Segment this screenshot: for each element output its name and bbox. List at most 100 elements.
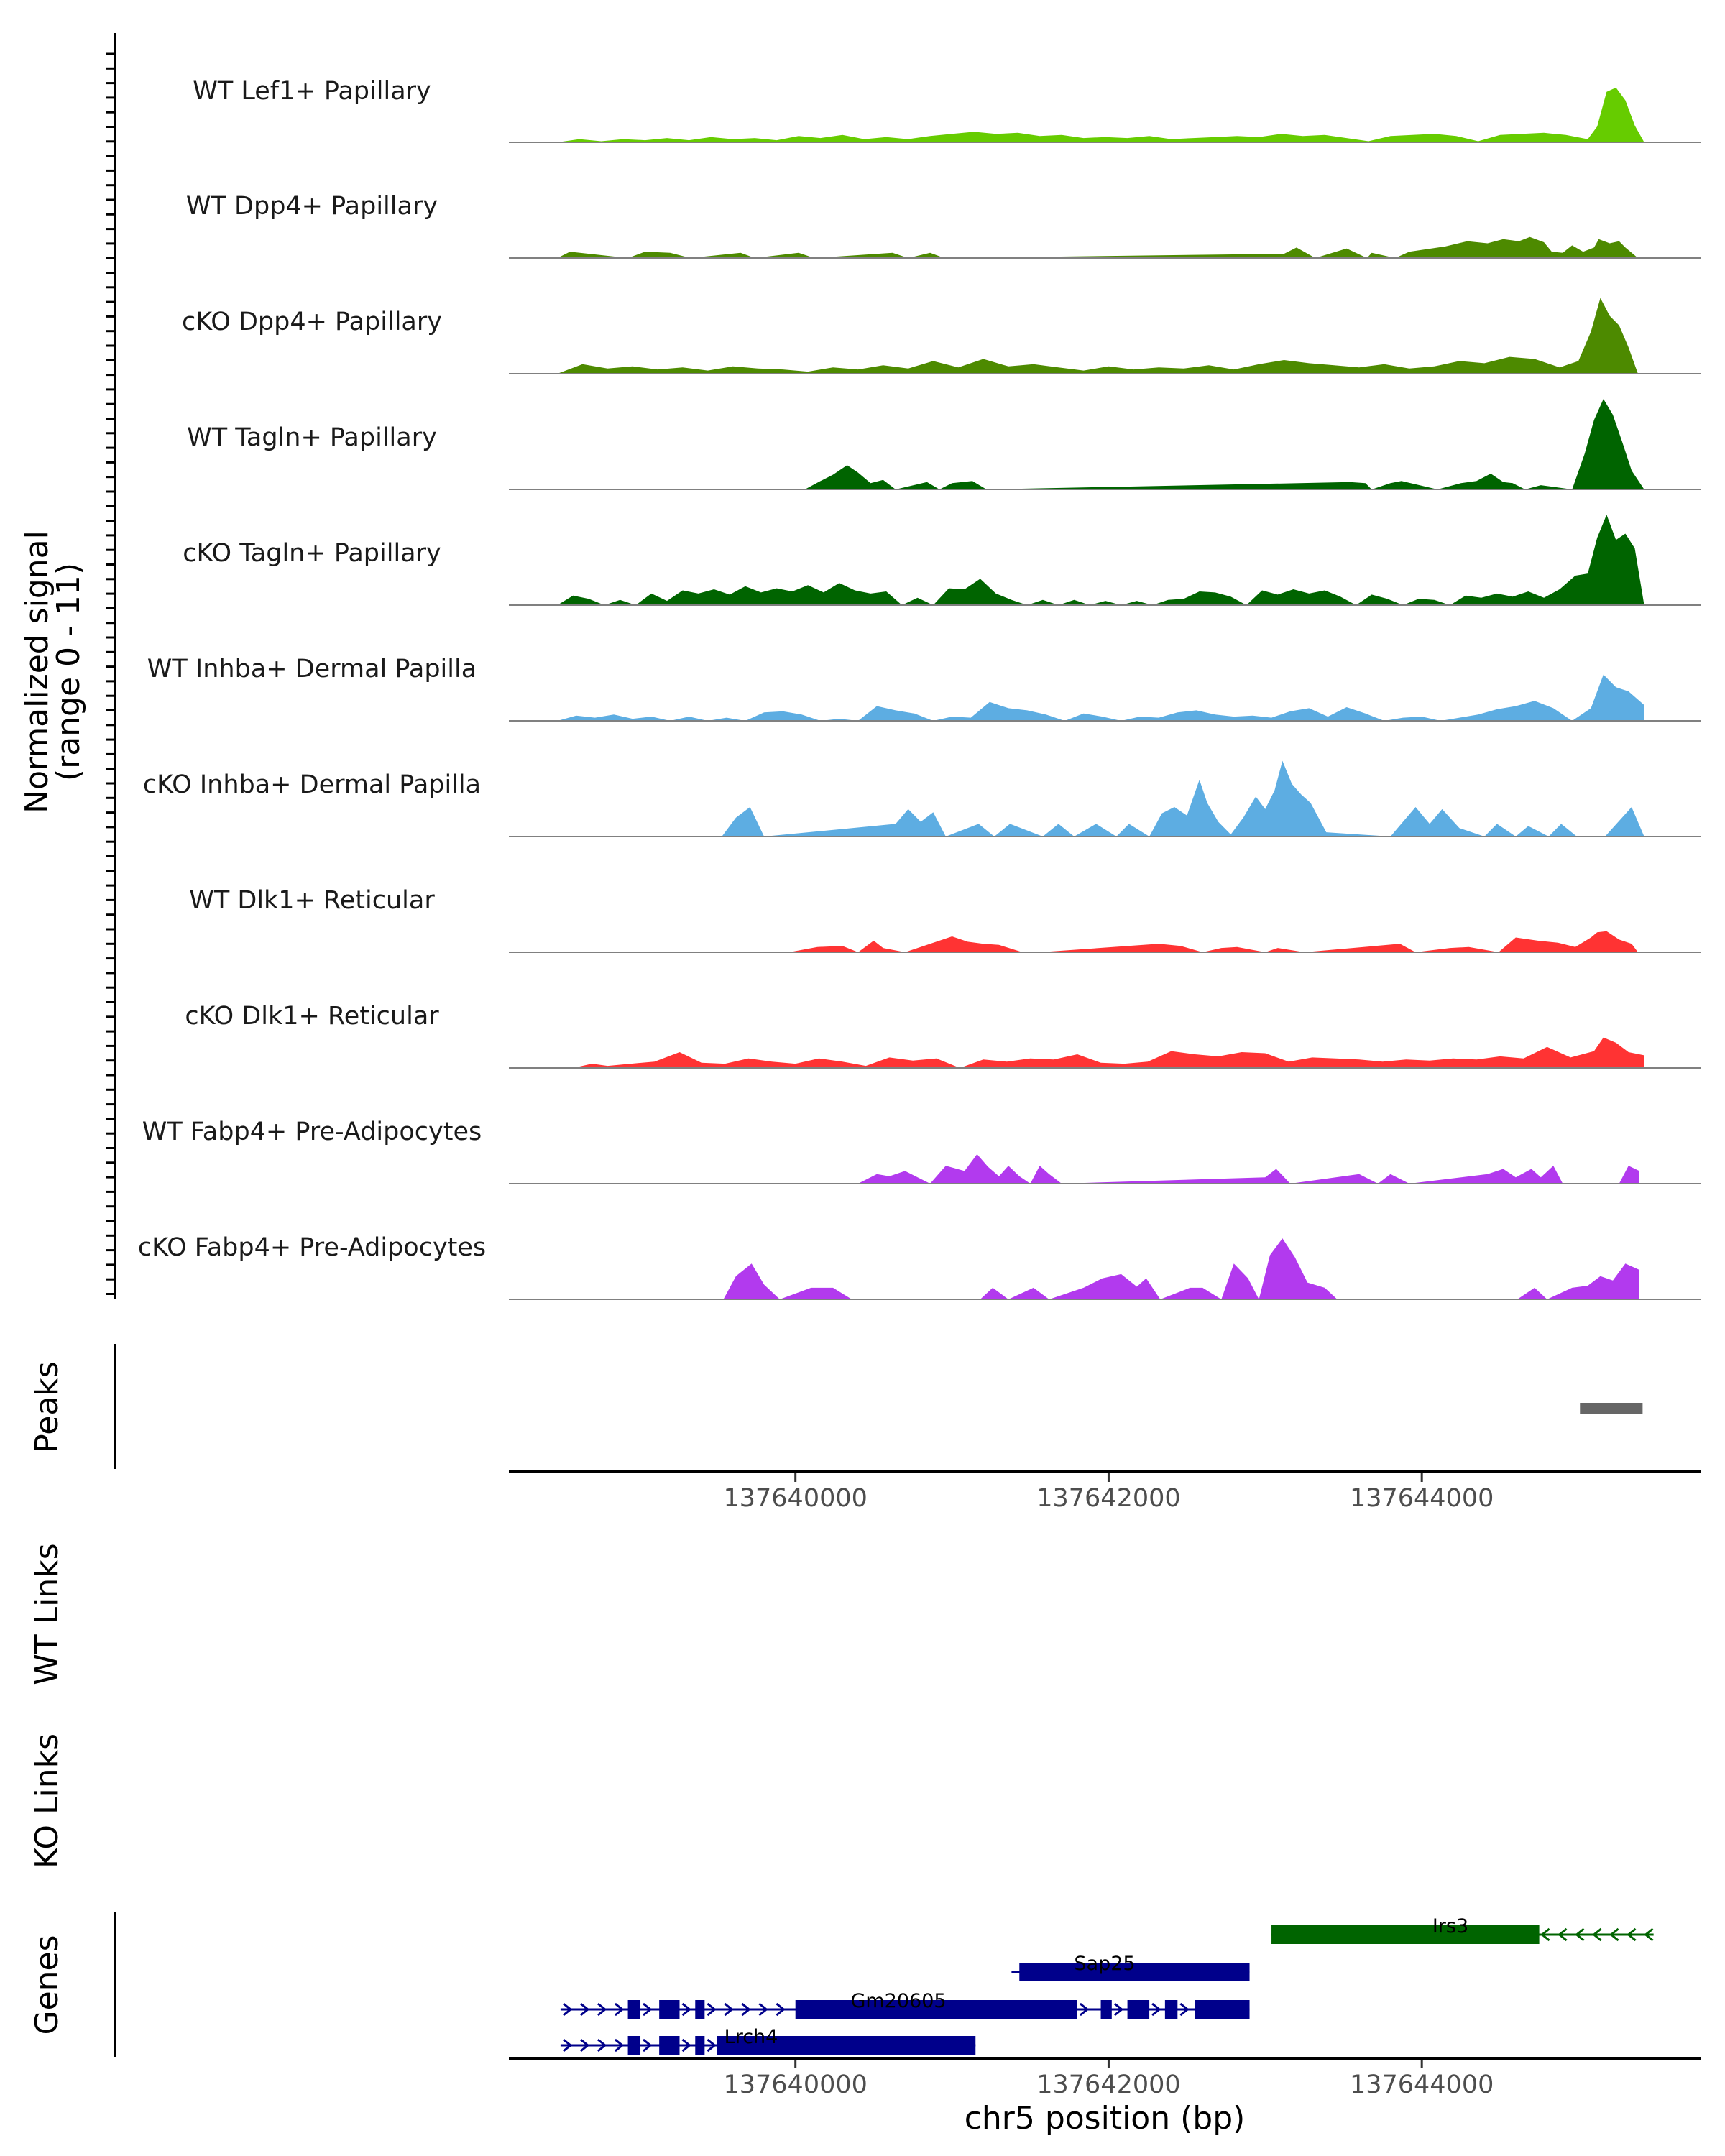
strand-chevron <box>643 2038 653 2053</box>
gene-name-label: Lrch4 <box>724 2026 778 2048</box>
strand-chevron <box>614 2002 625 2017</box>
track-0: WT Lef1+ Papillary <box>193 77 1701 143</box>
peak-region <box>1580 1403 1643 1414</box>
peaks-x-axis-ticks: 137640000 137642000 137644000 <box>723 1473 1494 1513</box>
strand-chevron <box>707 2038 717 2053</box>
strand-chevron <box>562 2002 573 2017</box>
coverage-y-title-line1: Normalized signal <box>19 530 55 814</box>
strand-chevron <box>1644 1927 1654 1942</box>
genes-x-axis-ticks: 137640000 137642000 137644000 <box>723 2060 1494 2099</box>
gene-name-label: Sap25 <box>1074 1953 1135 1975</box>
track-label: cKO Inhba+ Dermal Papilla <box>143 770 481 799</box>
track-4: cKO Tagln+ Papillary <box>183 515 1701 606</box>
x-tick-label: 137642000 <box>1036 2070 1180 2099</box>
strand-chevron <box>1627 1927 1637 1942</box>
x-tick-label: 137640000 <box>723 2070 867 2099</box>
strand-chevron <box>1558 1927 1568 1942</box>
gene-exon <box>1019 1963 1250 1981</box>
strand-chevron <box>1609 1927 1619 1942</box>
track-label: WT Fabp4+ Pre-Adipocytes <box>142 1118 482 1146</box>
strand-chevron <box>597 2002 607 2017</box>
strand-chevron <box>597 2038 607 2053</box>
track-area <box>557 298 1638 374</box>
track-area <box>557 236 1638 258</box>
strand-chevron <box>643 2002 653 2017</box>
gene-exon <box>1271 1925 1540 1944</box>
gene-exon <box>695 2000 705 2019</box>
track-5: WT Inhba+ Dermal Papilla <box>147 655 1701 722</box>
track-area <box>557 515 1644 605</box>
track-label: cKO Dlk1+ Reticular <box>185 1002 439 1031</box>
strand-chevron <box>681 2002 691 2017</box>
ko-links-y-title: KO Links <box>29 1733 65 1869</box>
gene-irs3: Irs3 <box>1271 1915 1654 1944</box>
x-tick-label: 137642000 <box>1036 1484 1180 1513</box>
track-label: WT Inhba+ Dermal Papilla <box>147 655 477 683</box>
strand-chevron <box>776 2002 786 2017</box>
track-3: WT Tagln+ Papillary <box>187 399 1701 490</box>
gene-name-label: Irs3 <box>1432 1915 1468 1938</box>
gene-name-label: Gm20605 <box>850 1990 946 2012</box>
track-area <box>804 399 1644 489</box>
x-tick-label: 137644000 <box>1350 2070 1494 2099</box>
gene-exon <box>627 2036 641 2055</box>
track-area <box>857 1154 1639 1184</box>
genes-y-title: Genes <box>29 1935 65 2035</box>
peaks-y-title: Peaks <box>29 1361 65 1452</box>
track-area <box>722 760 1644 837</box>
track-10: cKO Fabp4+ Pre-Adipocytes <box>138 1233 1701 1300</box>
gene-lrch4: Lrch4 <box>560 2026 976 2055</box>
strand-chevron <box>1540 1927 1550 1942</box>
wt-links-y-title: WT Links <box>29 1543 65 1685</box>
strand-chevron <box>1179 2002 1190 2017</box>
track-8: cKO Dlk1+ Reticular <box>185 1002 1701 1069</box>
strand-chevron <box>1113 2002 1124 2017</box>
track-6: cKO Inhba+ Dermal Papilla <box>143 760 1701 837</box>
track-2: cKO Dpp4+ Papillary <box>182 298 1701 374</box>
strand-chevron <box>707 2002 717 2017</box>
strand-chevron <box>579 2002 590 2017</box>
strand-chevron <box>579 2038 590 2053</box>
strand-chevron <box>1575 1927 1585 1942</box>
strand-chevron <box>562 2038 573 2053</box>
gene-exon <box>717 2036 976 2055</box>
track-label: WT Tagln+ Papillary <box>187 423 437 452</box>
gene-exon <box>695 2036 705 2055</box>
gene-sap25: Sap25 <box>1011 1953 1250 1981</box>
coverage-y-axis-ticks <box>106 52 115 1295</box>
track-area <box>789 931 1638 952</box>
track-area <box>723 1238 1639 1299</box>
track-area <box>573 1037 1644 1068</box>
track-9: WT Fabp4+ Pre-Adipocytes <box>142 1118 1701 1184</box>
coverage-tracks: WT Lef1+ Papillary WT Dpp4+ Papillary cK… <box>138 77 1701 1300</box>
track-label: cKO Tagln+ Papillary <box>183 539 441 568</box>
track-label: WT Dlk1+ Reticular <box>189 886 435 915</box>
gene-exon <box>1195 2000 1250 2019</box>
x-axis-title: chr5 position (bp) <box>965 2100 1246 2137</box>
gene-exon <box>1127 2000 1150 2019</box>
strand-chevron <box>724 2002 734 2017</box>
strand-chevron <box>1151 2002 1162 2017</box>
coverage-y-title-line2: (range 0 - 11) <box>50 563 87 781</box>
strand-chevron <box>1592 1927 1602 1942</box>
gene-exon <box>659 2036 680 2055</box>
track-area <box>557 674 1644 721</box>
strand-chevron <box>614 2038 625 2053</box>
track-label: WT Dpp4+ Papillary <box>186 192 438 221</box>
strand-chevron <box>681 2038 691 2053</box>
gene-gm20605: Gm20605 <box>560 1990 1250 2019</box>
gene-exon <box>1100 2000 1112 2019</box>
gene-exon <box>1164 2000 1178 2019</box>
gene-exon <box>627 2000 641 2019</box>
strand-chevron <box>741 2002 751 2017</box>
strand-chevron <box>1079 2002 1090 2017</box>
track-1: WT Dpp4+ Papillary <box>186 192 1701 259</box>
x-tick-label: 137640000 <box>723 1484 867 1513</box>
track-label: cKO Fabp4+ Pre-Adipocytes <box>138 1233 486 1262</box>
gene-exon <box>659 2000 680 2019</box>
track-label: cKO Dpp4+ Papillary <box>182 308 442 336</box>
track-label: WT Lef1+ Papillary <box>193 77 431 106</box>
gene-exon <box>795 2000 1077 2019</box>
